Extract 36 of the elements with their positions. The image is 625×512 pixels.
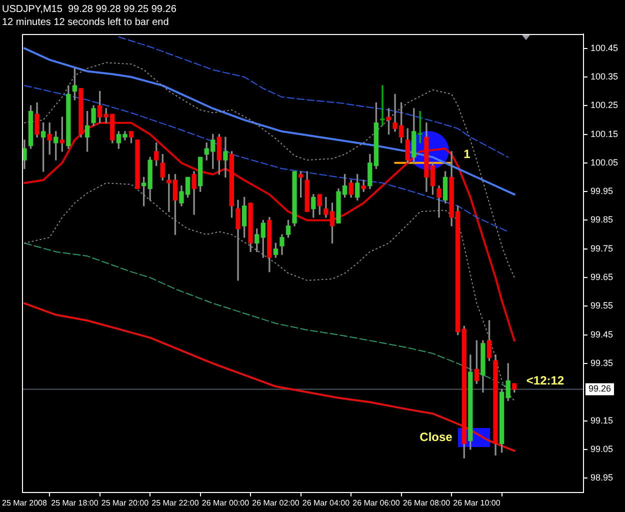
y-tick-label: 100.45 [590, 42, 618, 53]
line-series [24, 62, 515, 278]
x-tick-label: 26 Mar 06:00 [352, 498, 400, 508]
line-series [24, 85, 509, 232]
x-tick-label: 25 Mar 2008 [2, 498, 48, 508]
y-tick-label: 99.65 [590, 272, 614, 282]
y-tick-label: 99.35 [590, 358, 614, 368]
ref-line-label: 99.26 [588, 384, 612, 394]
x-tick-label: 25 Mar 20:00 [101, 498, 150, 508]
y-tick-label: 100.15 [590, 128, 618, 139]
candlestick [223, 136, 228, 178]
y-tick-label: 99.75 [590, 243, 614, 254]
annotation: <12:12 [526, 374, 564, 388]
chart-subtitle: 12 minutes 12 seconds left to bar end [2, 16, 169, 28]
x-tick-label: 26 Mar 02:00 [252, 498, 300, 508]
y-tick-label: 99.45 [590, 329, 614, 340]
y-tick-label: 100.35 [590, 71, 618, 82]
y-tick-label: 99.05 [590, 444, 614, 454]
y-tick-label: 99.15 [590, 415, 614, 426]
x-tick-label: 26 Mar 10:00 [453, 498, 501, 508]
x-tick-label: 26 Mar 08:00 [402, 498, 451, 508]
chart-title: USDJPY,M15 99.28 99.28 99.25 99.26 [2, 4, 177, 15]
candlestick [380, 85, 385, 126]
annotation: Close [420, 430, 453, 444]
y-tick-label: 99.55 [590, 300, 614, 311]
y-tick-label: 99.95 [590, 186, 614, 196]
x-tick-label: 25 Mar 18:00 [51, 498, 99, 508]
line-series [118, 36, 509, 158]
y-tick-label: 98.95 [590, 472, 614, 483]
y-tick-label: 100.25 [590, 100, 618, 110]
x-tick-label: 25 Mar 22:00 [152, 498, 200, 508]
y-tick-label: 100.05 [590, 157, 618, 168]
x-tick-label: 26 Mar 00:00 [202, 498, 250, 508]
x-tick-label: 26 Mar 04:00 [302, 498, 350, 508]
y-tick-label: 99.85 [590, 214, 614, 225]
annotation: 1 [464, 147, 471, 162]
